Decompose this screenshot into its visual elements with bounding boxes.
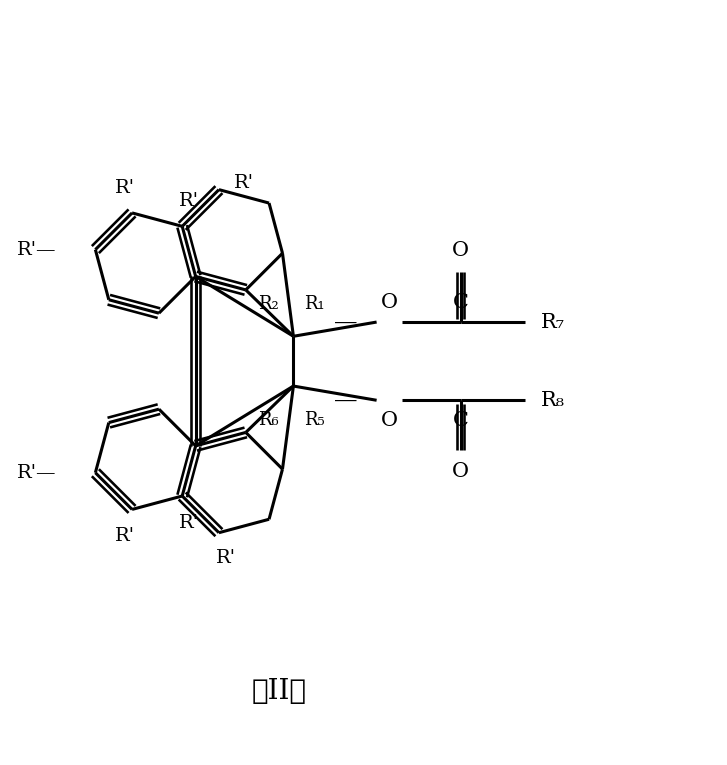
- Text: C: C: [453, 411, 468, 430]
- Text: —: —: [417, 389, 441, 412]
- Text: R': R': [216, 549, 236, 567]
- Text: —: —: [488, 389, 511, 412]
- Text: O: O: [452, 462, 469, 481]
- Text: R₁: R₁: [305, 295, 325, 314]
- Text: R': R': [115, 527, 135, 545]
- Text: —: —: [417, 311, 441, 334]
- Text: R'—: R'—: [17, 241, 56, 259]
- Text: —: —: [334, 389, 357, 412]
- Text: C: C: [453, 293, 468, 311]
- Text: R₅: R₅: [305, 411, 325, 429]
- Text: R': R': [180, 193, 199, 210]
- Text: —: —: [488, 311, 511, 334]
- Text: （II）: （II）: [252, 679, 307, 705]
- Text: —: —: [334, 311, 357, 334]
- Text: O: O: [381, 411, 398, 430]
- Text: R': R': [115, 179, 135, 197]
- Text: R₇: R₇: [541, 313, 565, 331]
- Text: R': R': [180, 514, 199, 532]
- Text: R₈: R₈: [541, 391, 565, 410]
- Text: R₆: R₆: [258, 411, 279, 429]
- Text: R'—: R'—: [17, 464, 56, 482]
- Text: R': R': [234, 174, 254, 191]
- Text: O: O: [452, 242, 469, 260]
- Text: R₂: R₂: [258, 295, 279, 314]
- Text: O: O: [381, 293, 398, 311]
